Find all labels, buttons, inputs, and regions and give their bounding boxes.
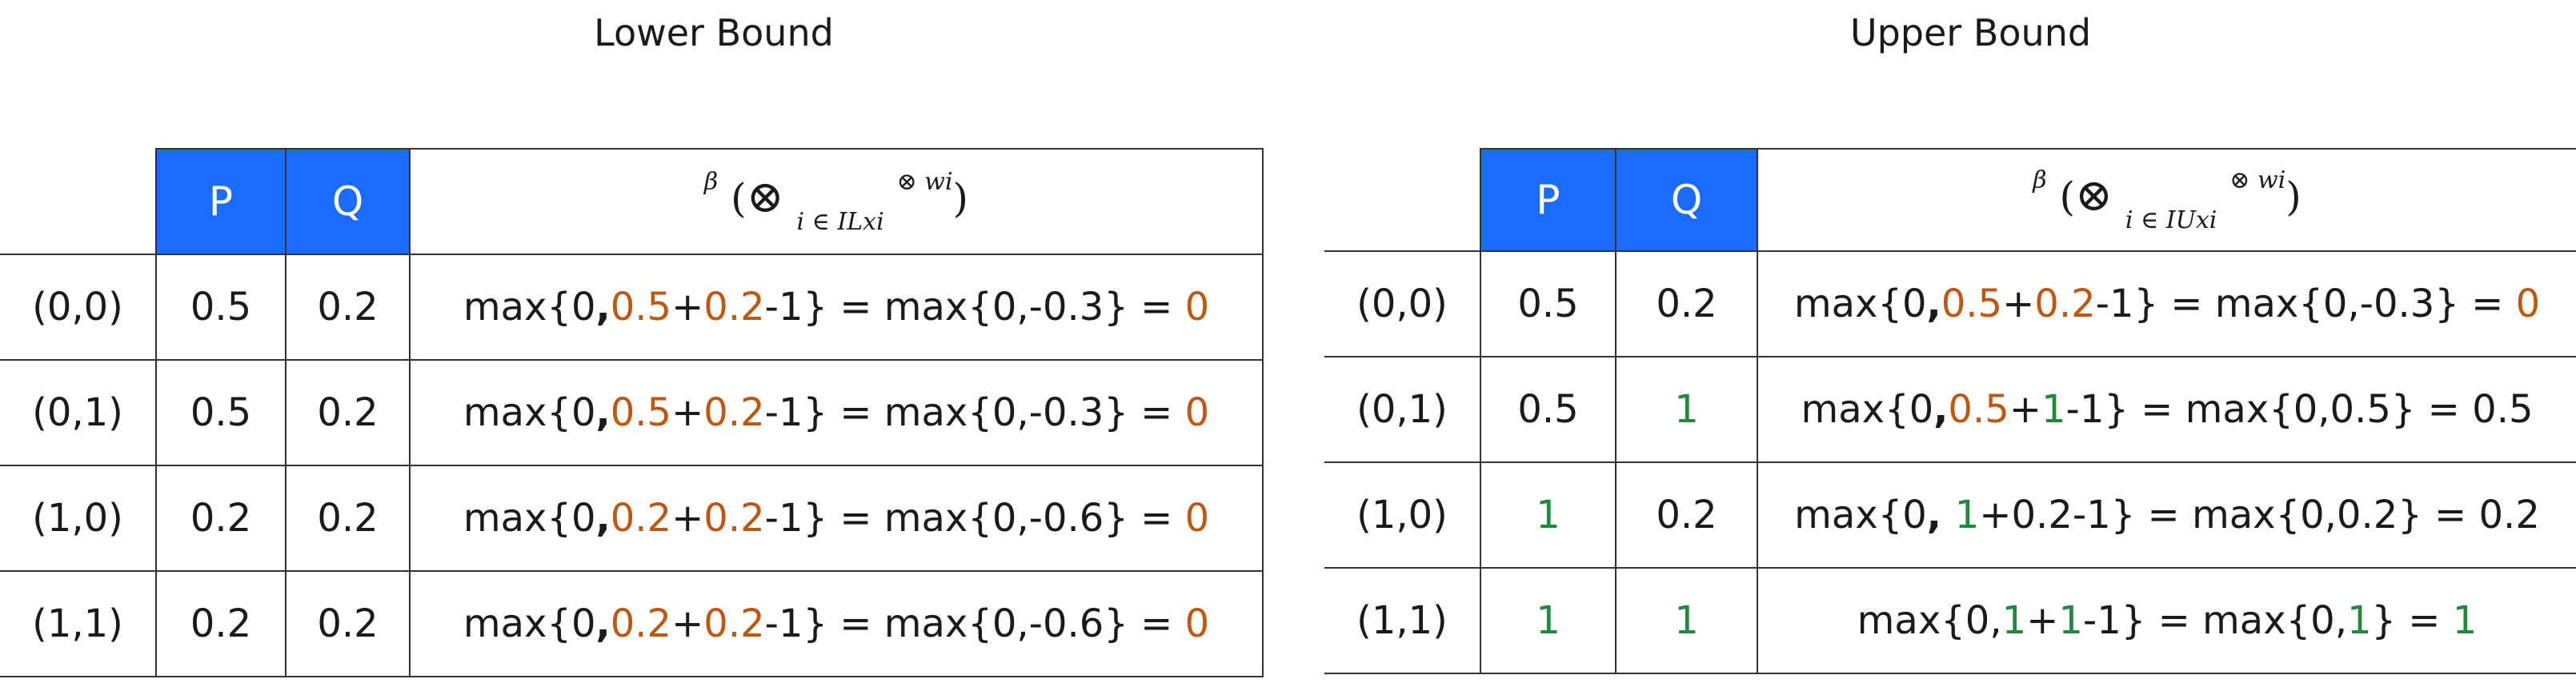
header-formula: β (⊗ i ∈ ILxi ⊗ wi) xyxy=(409,148,1264,255)
header-q: Q xyxy=(1615,148,1758,252)
index-subscript: i ∈ ILxi xyxy=(796,207,884,236)
q-value: 1 xyxy=(1615,356,1758,463)
row-label: (0,1) xyxy=(1324,356,1481,463)
q-value: 0.2 xyxy=(1615,250,1758,357)
formula-cell: max{0,0.5+0.2-1} = max{0,-0.3} = 0 xyxy=(1757,250,2576,357)
formula-cell: max{0,0.2+0.2-1} = max{0,-0.6} = 0 xyxy=(409,465,1264,572)
row-label: (1,0) xyxy=(1324,461,1481,569)
open-paren: ( xyxy=(2059,173,2076,220)
beta-symbol: β xyxy=(2033,166,2047,194)
p-value: 0.5 xyxy=(1480,250,1617,357)
table-row: (1,1) 1 1 max{0,1+1-1} = max{0,1} = 1 xyxy=(1324,567,2576,674)
p-value: 0.5 xyxy=(155,359,286,466)
header-p: P xyxy=(1480,148,1617,252)
weight-superscript: ⊗ wi xyxy=(2229,166,2286,194)
close-paren: ) xyxy=(2286,173,2302,220)
otimes-symbol: ⊗ xyxy=(746,170,784,223)
table-row: (0,0) 0.5 0.2 max{0,0.5+0.2-1} = max{0,-… xyxy=(0,254,1264,361)
row-label: (0,1) xyxy=(0,359,157,466)
table-row: (0,1) 0.5 1 max{0,0.5+1-1} = max{0,0.5} … xyxy=(1324,356,2576,463)
lower-bound-title: Lower Bound xyxy=(594,11,834,54)
p-value: 0.5 xyxy=(155,254,286,361)
row-label: (0,0) xyxy=(0,254,157,361)
table-row: (1,0) 0.2 0.2 max{0,0.2+0.2-1} = max{0,-… xyxy=(0,465,1264,572)
q-value: 0.2 xyxy=(285,570,411,677)
formula-cell: max{0,0.5+1-1} = max{0,0.5} = 0.5 xyxy=(1757,356,2576,463)
formula-cell: max{0,1+1-1} = max{0,1} = 1 xyxy=(1757,567,2576,674)
formula-cell: max{0, 1+0.2-1} = max{0,0.2} = 0.2 xyxy=(1757,461,2576,569)
weight-superscript: ⊗ wi xyxy=(896,167,953,196)
table-row: (0,1) 0.5 0.2 max{0,0.5+0.2-1} = max{0,-… xyxy=(0,359,1264,466)
row-label: (1,1) xyxy=(0,570,157,677)
upper-bound-table: P Q β (⊗ i ∈ IUxi ⊗ wi) (0,0) 0.5 0.2 ma… xyxy=(1324,148,2576,674)
row-label: (1,0) xyxy=(0,465,157,572)
p-value: 1 xyxy=(1480,461,1617,569)
beta-symbol: β xyxy=(703,167,719,196)
table-row: (1,1) 0.2 0.2 max{0,0.2+0.2-1} = max{0,-… xyxy=(0,570,1264,677)
q-value: 0.2 xyxy=(1615,461,1758,569)
header-q: Q xyxy=(285,148,411,255)
table-row: (1,0) 1 0.2 max{0, 1+0.2-1} = max{0,0.2}… xyxy=(1324,461,2576,569)
lower-bound-table: P Q β (⊗ i ∈ ILxi ⊗ wi) (0,0) 0.5 0.2 ma… xyxy=(0,148,1264,677)
corner-cell xyxy=(0,149,157,255)
open-paren: ( xyxy=(731,174,747,222)
p-value: 1 xyxy=(1480,567,1617,674)
index-subscript: i ∈ IUxi xyxy=(2125,206,2217,234)
corner-cell xyxy=(1324,149,1481,252)
row-label: (0,0) xyxy=(1324,250,1481,357)
otimes-symbol: ⊗ xyxy=(2075,169,2113,222)
close-paren: ) xyxy=(952,174,969,222)
header-p: P xyxy=(155,148,286,255)
p-value: 0.5 xyxy=(1480,356,1617,463)
p-value: 0.2 xyxy=(155,570,286,677)
header-row: P Q β (⊗ i ∈ IUxi ⊗ wi) xyxy=(1324,148,2576,252)
upper-bound-title: Upper Bound xyxy=(1849,11,2092,54)
header-formula: β (⊗ i ∈ IUxi ⊗ wi) xyxy=(1757,148,2576,252)
formula-cell: max{0,0.2+0.2-1} = max{0,-0.6} = 0 xyxy=(409,570,1264,677)
q-value: 0.2 xyxy=(285,254,411,361)
table-row: (0,0) 0.5 0.2 max{0,0.5+0.2-1} = max{0,-… xyxy=(1324,250,2576,357)
row-label: (1,1) xyxy=(1324,567,1481,674)
q-value: 0.2 xyxy=(285,359,411,466)
p-value: 0.2 xyxy=(155,465,286,572)
q-value: 1 xyxy=(1615,567,1758,674)
header-row: P Q β (⊗ i ∈ ILxi ⊗ wi) xyxy=(0,148,1264,255)
q-value: 0.2 xyxy=(285,465,411,572)
formula-cell: max{0,0.5+0.2-1} = max{0,-0.3} = 0 xyxy=(409,359,1264,466)
formula-cell: max{0,0.5+0.2-1} = max{0,-0.3} = 0 xyxy=(409,254,1264,361)
